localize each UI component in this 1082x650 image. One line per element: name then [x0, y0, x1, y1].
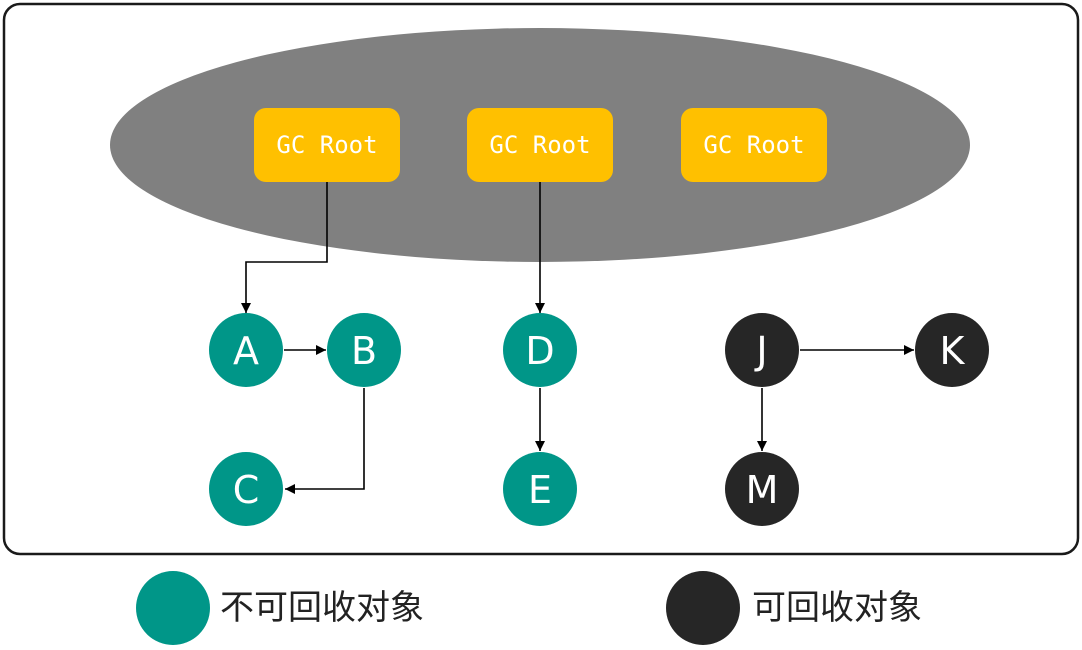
gc-root-box [467, 108, 613, 182]
gc-root-2: GC Root [467, 108, 613, 182]
node-circle [209, 452, 283, 526]
gc-root-label: GC Root [703, 131, 804, 159]
node-e: E [503, 452, 577, 526]
node-label: A [233, 329, 259, 373]
node-label: B [351, 329, 377, 373]
legend: 不可回收对象 可回收对象 [136, 571, 922, 645]
node-circle [725, 313, 799, 387]
gc-root-3: GC Root [681, 108, 827, 182]
node-label: J [754, 329, 767, 373]
node-a: A [209, 313, 283, 387]
edge-root1-to-a [241, 182, 328, 313]
node-circle [503, 313, 577, 387]
node-k: K [915, 313, 989, 387]
node-d: D [503, 313, 577, 387]
node-circle [725, 452, 799, 526]
node-label: M [746, 468, 779, 512]
gc-root-label: GC Root [276, 131, 377, 159]
node-label: K [940, 329, 966, 373]
edges [241, 182, 914, 494]
gc-root-box [254, 108, 400, 182]
node-circle [327, 313, 401, 387]
gc-root-box [681, 108, 827, 182]
legend-label-unreachable: 可回收对象 [752, 588, 922, 628]
legend-swatch-unreachable [666, 571, 740, 645]
legend-item-unreachable: 可回收对象 [666, 571, 922, 645]
node-circle [915, 313, 989, 387]
node-label: C [233, 468, 260, 512]
node-circle [503, 452, 577, 526]
node-m: M [725, 452, 799, 526]
node-c: C [209, 452, 283, 526]
node-circle [209, 313, 283, 387]
node-label: E [528, 468, 552, 512]
legend-label-reachable: 不可回收对象 [220, 588, 424, 628]
legend-item-reachable: 不可回收对象 [136, 571, 424, 645]
gc-root-label: GC Root [489, 131, 590, 159]
node-b: B [327, 313, 401, 387]
node-j: J [725, 313, 799, 387]
legend-swatch-reachable [136, 571, 210, 645]
gc-root-1: GC Root [254, 108, 400, 182]
node-label: D [525, 329, 554, 373]
edge-b-to-c [285, 388, 365, 494]
